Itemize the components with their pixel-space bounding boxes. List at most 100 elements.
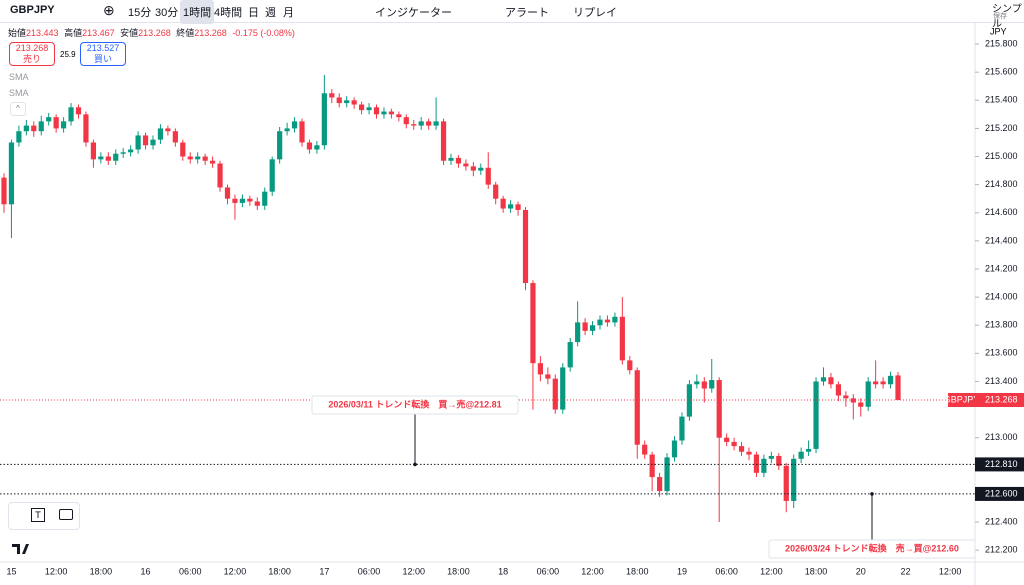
candle-body	[880, 381, 886, 385]
candle-body	[172, 131, 178, 143]
x-tick-label: 12:00	[939, 566, 962, 576]
candle-body	[671, 440, 678, 458]
interval[interactable]: 週	[265, 7, 276, 19]
y-tick-label: 215.200	[985, 123, 1018, 133]
y-tick-label: 212.400	[985, 516, 1018, 526]
y-tick-label: 214.200	[985, 263, 1018, 273]
candle-body	[895, 375, 901, 401]
save[interactable]: 保存	[993, 13, 1007, 20]
price-tag	[975, 393, 1024, 408]
symbol-tag-label: GBPJPY	[944, 394, 980, 404]
y-tick-label: 215.400	[985, 95, 1018, 105]
candle-body	[530, 283, 536, 364]
candle-body	[366, 107, 372, 111]
interval[interactable]: 月	[283, 7, 294, 19]
candle-body	[329, 93, 335, 98]
x-tick-label: 19	[677, 566, 687, 576]
indicator[interactable]: SMA	[9, 72, 29, 82]
candle-body	[388, 111, 394, 115]
candle-body	[634, 370, 640, 445]
candle-body	[515, 204, 521, 210]
candle-body	[709, 380, 715, 389]
note-box	[311, 395, 519, 415]
candle-body	[180, 142, 186, 157]
sell-button[interactable]: 213.268 売り	[9, 42, 55, 66]
candle-body	[493, 184, 499, 199]
candle-body	[679, 416, 685, 441]
candle-body	[105, 156, 111, 161]
interval[interactable]: 1時間	[180, 0, 215, 24]
candle-body	[277, 131, 283, 160]
legend-value: 213.268	[194, 28, 227, 38]
legend-label: 高値	[64, 28, 83, 38]
candle-body	[597, 319, 603, 326]
candle-body	[418, 121, 424, 126]
interval[interactable]: 30分	[155, 7, 179, 19]
candle-body	[716, 380, 722, 438]
interval[interactable]: 15分	[128, 7, 152, 19]
indicators[interactable]: インジケーター	[375, 7, 452, 19]
y-tick-label: 213.800	[985, 320, 1018, 330]
x-tick-label: 18	[498, 566, 508, 576]
candle-body	[396, 114, 402, 118]
x-tick-label: 17	[319, 566, 329, 576]
note-box	[768, 539, 976, 559]
candle-body	[575, 322, 581, 343]
candle-body	[381, 111, 387, 115]
candle-body	[247, 198, 253, 202]
candle-body	[753, 454, 760, 473]
candle-body	[403, 117, 409, 125]
candle-body	[858, 402, 864, 407]
legend-value: 213.268	[138, 28, 171, 38]
candle-body	[485, 167, 491, 185]
collapse-button[interactable]: ^	[10, 102, 26, 116]
replay[interactable]: リプレイ	[573, 7, 617, 19]
candle-body	[150, 139, 156, 146]
candle-body	[31, 125, 37, 132]
y-tick-label: 213.400	[985, 376, 1018, 386]
candle-body	[835, 384, 841, 396]
x-tick-label: 12:00	[760, 566, 783, 576]
legend-label: 始値	[8, 28, 27, 38]
candle-body	[686, 384, 692, 417]
legend-value: 213.467	[82, 28, 115, 38]
symbol[interactable]: GBPJPY	[10, 4, 55, 16]
candle-body	[470, 166, 476, 171]
candle-body	[262, 191, 268, 206]
layout-name[interactable]: シンプル	[992, 4, 1022, 30]
interval[interactable]: 4時間	[214, 7, 243, 19]
text-tool[interactable]: T	[31, 508, 45, 522]
level-tag-label: 212.600	[985, 488, 1018, 498]
drawing-tools: T	[8, 502, 80, 530]
alert[interactable]: アラート	[505, 7, 549, 19]
level-tag-label: 212.810	[985, 459, 1018, 469]
candle-body	[202, 156, 208, 161]
x-tick-label: 22	[900, 566, 910, 576]
price-tag-label: 213.268	[985, 394, 1018, 404]
comment-tool[interactable]	[59, 509, 73, 520]
candle-body	[306, 142, 313, 150]
x-tick-label: 18:00	[268, 566, 291, 576]
buy-button[interactable]: 213.527 買い	[80, 42, 126, 66]
spread: 25.9	[60, 50, 76, 59]
candle-body	[269, 159, 275, 192]
candle-body	[284, 128, 290, 132]
candle-body	[157, 128, 164, 140]
candle-body	[865, 381, 871, 407]
candle-body	[128, 149, 134, 153]
candle-body	[448, 157, 454, 161]
candle-body	[68, 107, 74, 122]
candle-body	[239, 198, 245, 203]
y-tick-label: 214.600	[985, 207, 1018, 217]
candle-body	[90, 142, 96, 160]
x-tick-label: 18:00	[805, 566, 828, 576]
interval[interactable]: 日	[248, 7, 259, 19]
note-text: 2026/03/11 トレンド転換 買→売@212.81	[328, 398, 501, 409]
candle-body	[165, 128, 171, 132]
x-tick-label: 06:00	[358, 566, 381, 576]
x-tick-label: 18:00	[447, 566, 470, 576]
legend-label: 終値	[176, 28, 195, 38]
indicator[interactable]: SMA	[9, 88, 29, 98]
y-tick-label: 214.400	[985, 235, 1018, 245]
add-icon[interactable]: ⊕	[103, 2, 115, 18]
